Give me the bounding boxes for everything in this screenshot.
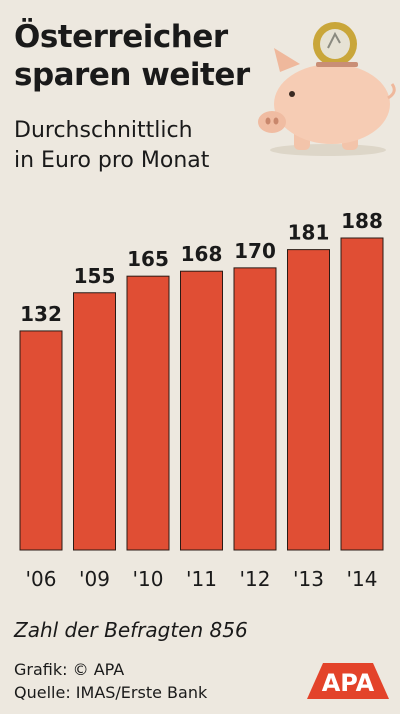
apa-logo: APA (307, 663, 389, 699)
bar-5 (287, 249, 330, 551)
respondents-note: Zahl der Befragten 856 (14, 618, 248, 642)
credit-grafik: Grafik: © APA (14, 660, 125, 679)
category-label-1: '09 (79, 567, 110, 591)
category-label-5: '13 (293, 567, 324, 591)
value-label-4: 170 (234, 239, 276, 263)
chart-title: Österreicher sparen weiter (14, 18, 250, 94)
bars-group (19, 237, 384, 551)
category-label-0: '06 (26, 567, 57, 591)
category-label-2: '10 (133, 567, 164, 591)
value-label-6: 188 (341, 209, 383, 233)
value-label-2: 165 (127, 247, 169, 271)
bar-0 (19, 330, 63, 551)
bar-6 (340, 237, 384, 551)
category-label-3: '11 (186, 567, 217, 591)
category-label-6: '14 (347, 567, 378, 591)
piggy-bank-icon (258, 22, 396, 156)
credit-source: Quelle: IMAS/Erste Bank (14, 683, 208, 702)
title-line-2: sparen weiter (14, 57, 250, 93)
bar-chart: 132 155 165 168 170 181 188 '06 '09 '10 '11 '12 '13… (19, 209, 384, 591)
subtitle-line-1: Durchschnittlich (14, 118, 193, 143)
title-line-1: Österreicher (14, 19, 228, 55)
category-label-4: '12 (240, 567, 271, 591)
value-label-1: 155 (74, 264, 116, 288)
apa-logo-text: APA (322, 669, 375, 697)
value-label-3: 168 (181, 242, 223, 266)
bar-2 (126, 275, 170, 551)
value-label-0: 132 (20, 302, 62, 326)
value-labels-group: 132 155 165 168 170 181 188 (20, 209, 383, 326)
category-labels-group: '06 '09 '10 '11 '12 '13 '14 (26, 567, 378, 591)
chart-subtitle: Durchschnittlich in Euro pro Monat (14, 116, 209, 176)
value-label-5: 181 (288, 221, 330, 245)
bar-4 (233, 267, 277, 551)
bar-1 (73, 292, 116, 551)
bar-3 (180, 270, 223, 551)
subtitle-line-2: in Euro pro Monat (14, 148, 210, 173)
